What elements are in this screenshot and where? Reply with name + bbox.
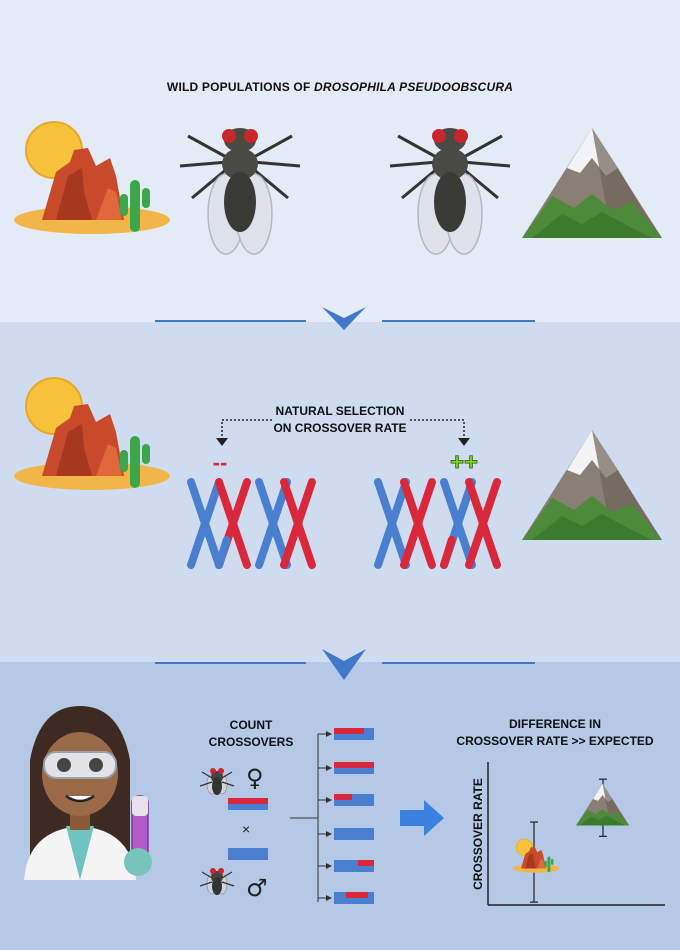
offspring-segment	[334, 892, 346, 898]
chromosome-blue-1	[187, 478, 223, 569]
chromosome-pairs	[187, 478, 501, 569]
chromosome-red-1	[215, 478, 251, 569]
fly-illustration-mountain	[388, 126, 512, 256]
chromosome-blue-4	[440, 478, 476, 569]
count-label-line2: CROSSOVERS	[208, 735, 294, 749]
result-arrow-icon	[400, 800, 444, 836]
female-symbol: ♀	[246, 764, 264, 792]
chart-marks	[512, 778, 630, 903]
desert-illustration-2	[13, 377, 171, 491]
mountain-illustration-2	[522, 430, 662, 540]
chromosome-red-2	[280, 478, 316, 569]
offspring-segment	[334, 828, 374, 834]
male-chrom-top	[228, 848, 268, 854]
chevron-down-icon-2	[322, 649, 366, 680]
panel-wild-populations	[0, 0, 680, 322]
female-chrom-top	[228, 798, 268, 804]
offspring-segment	[352, 794, 374, 800]
offspring-segment	[368, 892, 374, 898]
chromosome-red-3	[400, 478, 436, 569]
offspring-segment	[334, 734, 374, 740]
arrowhead-icon	[326, 863, 332, 869]
count-label-line1: COUNT	[229, 718, 273, 732]
minus-sign: --	[213, 450, 228, 475]
chevron-down-icon	[322, 307, 366, 330]
female-chrom-bottom	[228, 804, 268, 810]
arrowhead-icon	[326, 895, 332, 901]
male-chrom-bottom	[228, 854, 268, 860]
data-point-desert-icon	[512, 838, 560, 873]
chart-y-label: CROSSOVER RATE	[471, 778, 485, 890]
offspring-segment	[334, 794, 352, 800]
arrowhead-icon	[326, 797, 332, 803]
male-fly-icon	[199, 867, 235, 896]
offspring-segment	[334, 762, 374, 768]
female-fly-icon	[199, 767, 235, 796]
arrowhead-icon	[326, 765, 332, 771]
desert-illustration	[13, 121, 171, 235]
offspring-segment	[364, 728, 374, 734]
chromosome-blue-2	[255, 478, 291, 569]
fly-illustration-desert	[178, 126, 302, 256]
offspring-segment	[358, 860, 374, 866]
title-prefix: WILD POPULATIONS OF	[166, 80, 315, 94]
selection-label-line2: ON CROSSOVER RATE	[273, 421, 407, 435]
selection-arrow-left	[221, 419, 272, 440]
cross-symbol: ×	[242, 821, 250, 837]
scientist-illustration	[24, 706, 152, 880]
arrowhead-icon	[326, 731, 332, 737]
offspring-segment	[334, 860, 358, 866]
mountain-illustration	[522, 128, 662, 238]
selection-arrow-right	[410, 419, 465, 440]
selection-label-line1: NATURAL SELECTION	[275, 404, 405, 418]
offspring-segment	[334, 834, 374, 840]
offspring-segment	[334, 728, 364, 734]
chromosome-red-4	[465, 478, 501, 569]
result-label-line1: DIFFERENCE IN	[508, 717, 601, 731]
arrowhead-left-icon	[216, 438, 228, 446]
chromosome-blue-3	[374, 478, 410, 569]
species-name: DROSOPHILA PSEUDOOBSCURA	[314, 80, 514, 94]
arrowhead-right-icon	[458, 438, 470, 446]
offspring-chromosomes	[318, 728, 374, 904]
offspring-segment	[334, 800, 374, 806]
arrowhead-icon	[326, 831, 332, 837]
data-point-mountain-icon	[576, 783, 630, 826]
plus-sign: ++	[450, 449, 478, 476]
result-label-line2: CROSSOVER RATE >> EXPECTED	[456, 734, 654, 748]
offspring-segment	[346, 892, 368, 898]
offspring-segment	[334, 866, 374, 872]
male-symbol: ♂	[246, 874, 268, 902]
figure-title: WILD POPULATIONS OF DROSOPHILA PSEUDOOBS…	[0, 80, 680, 94]
offspring-segment	[334, 768, 374, 774]
offspring-segment	[334, 898, 374, 904]
